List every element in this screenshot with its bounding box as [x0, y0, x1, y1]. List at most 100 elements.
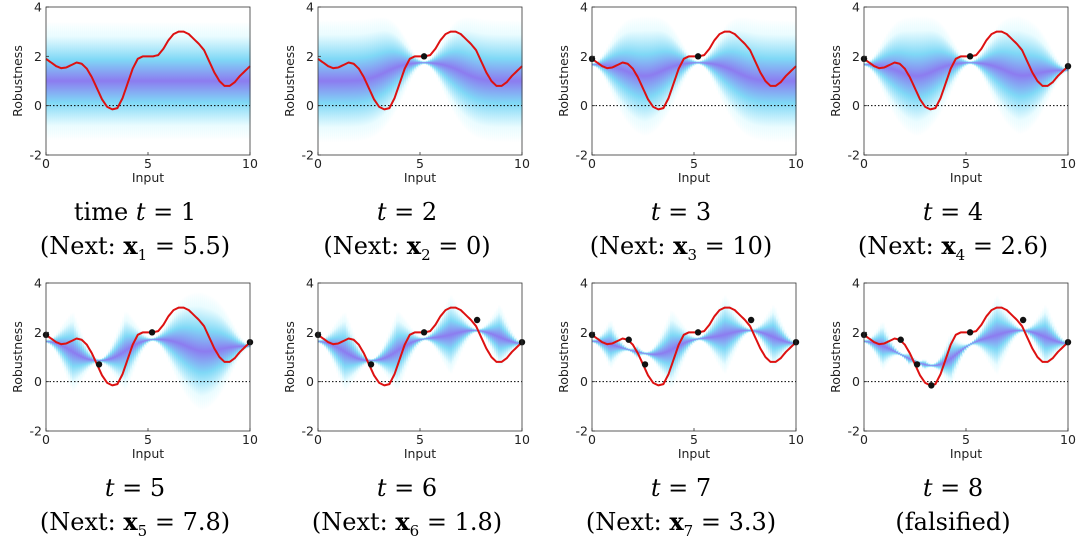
- band-slice: [344, 19, 347, 143]
- band-slice: [116, 21, 119, 141]
- observed-point: [966, 329, 974, 336]
- true-function-line: [317, 30, 523, 111]
- band-slice: [602, 53, 605, 77]
- band-slice: [790, 338, 793, 348]
- band-slice: [592, 339, 595, 344]
- caption-time: time t = 1: [0, 197, 270, 227]
- band-slice: [940, 354, 943, 374]
- caption-next: (Next: x5 = 7.8): [0, 507, 270, 546]
- caption-time: t = 4: [818, 197, 1079, 227]
- band-slice: [1048, 311, 1051, 366]
- band-slice: [922, 16, 925, 135]
- band-slice: [970, 341, 973, 346]
- band-slice: [1046, 307, 1049, 369]
- band-slice: [622, 343, 625, 353]
- band-slice: [158, 21, 161, 141]
- band-slice: [864, 62, 867, 67]
- band-slice: [112, 340, 115, 375]
- band-slice: [230, 21, 233, 141]
- band-slice: [166, 321, 169, 359]
- band-slice: [378, 352, 381, 368]
- band-slice: [62, 323, 65, 369]
- band-slice: [422, 60, 425, 65]
- band-slice: [390, 19, 393, 120]
- band-slice: [84, 21, 87, 141]
- band-slice: [726, 297, 729, 371]
- t-value: = 4: [932, 198, 984, 226]
- uncertainty-band: [46, 291, 251, 411]
- observed-point: [367, 361, 375, 368]
- band-slice: [500, 19, 503, 143]
- true-function-line: [45, 30, 251, 111]
- band-slice: [744, 16, 747, 135]
- band-slice: [72, 21, 75, 141]
- band-slice: [934, 18, 937, 123]
- band-slice: [978, 331, 981, 350]
- x-subscript: 2: [421, 245, 431, 264]
- band-slice: [758, 18, 761, 141]
- band-slice: [208, 21, 211, 141]
- band-slice: [664, 323, 667, 382]
- band-slice: [878, 46, 881, 85]
- band-slice: [154, 21, 157, 141]
- band-slice: [76, 321, 79, 387]
- y-tick-label: 2: [852, 49, 860, 64]
- band-slice: [100, 358, 103, 363]
- band-slice: [1058, 333, 1061, 351]
- band-slice: [418, 58, 421, 68]
- band-slice: [740, 16, 743, 132]
- band-slice: [134, 21, 137, 141]
- band-slice: [924, 359, 927, 371]
- band-slice: [176, 21, 179, 141]
- band-slice: [386, 336, 389, 378]
- band-slice: [790, 19, 793, 143]
- band-slice: [948, 335, 951, 385]
- band-slice: [396, 25, 399, 109]
- band-slice: [70, 312, 73, 389]
- band-slice: [48, 21, 51, 141]
- band-slice: [200, 21, 203, 141]
- band-slice: [240, 21, 243, 141]
- band-slice: [710, 48, 713, 79]
- band-slice: [720, 31, 723, 101]
- band-slice: [1032, 322, 1035, 343]
- band-slice: [592, 62, 595, 67]
- band-slice: [352, 19, 355, 142]
- band-slice: [412, 329, 415, 354]
- band-slice: [750, 17, 753, 139]
- band-slice: [432, 329, 435, 347]
- band-slice: [418, 335, 421, 345]
- band-slice: [68, 315, 71, 384]
- y-tick-label: -2: [576, 424, 588, 439]
- band-slice: [996, 25, 999, 109]
- y-tick-label: 2: [580, 325, 588, 340]
- band-slice: [400, 313, 403, 383]
- band-slice: [1060, 64, 1063, 77]
- band-slice: [392, 21, 395, 116]
- band-slice: [674, 313, 677, 383]
- band-slice: [364, 355, 367, 366]
- band-slice: [642, 350, 645, 356]
- band-slice: [1044, 37, 1047, 107]
- band-slice: [98, 21, 101, 141]
- caption-time: t = 2: [272, 197, 542, 227]
- band-slice: [512, 19, 515, 143]
- band-slice: [988, 38, 991, 92]
- band-slice: [458, 18, 461, 123]
- band-slice: [498, 304, 501, 370]
- band-slice: [342, 19, 345, 143]
- band-slice: [370, 358, 373, 363]
- band-slice: [936, 19, 939, 120]
- band-slice: [172, 310, 175, 372]
- band-slice: [118, 21, 121, 141]
- band-slice: [334, 19, 337, 143]
- band-slice: [1020, 328, 1023, 333]
- band-slice: [948, 34, 951, 97]
- y-tick-label: 4: [306, 276, 314, 291]
- band-slice: [954, 44, 957, 84]
- x-subscript: 6: [409, 521, 420, 540]
- band-slice: [966, 343, 969, 350]
- band-slice: [460, 310, 463, 354]
